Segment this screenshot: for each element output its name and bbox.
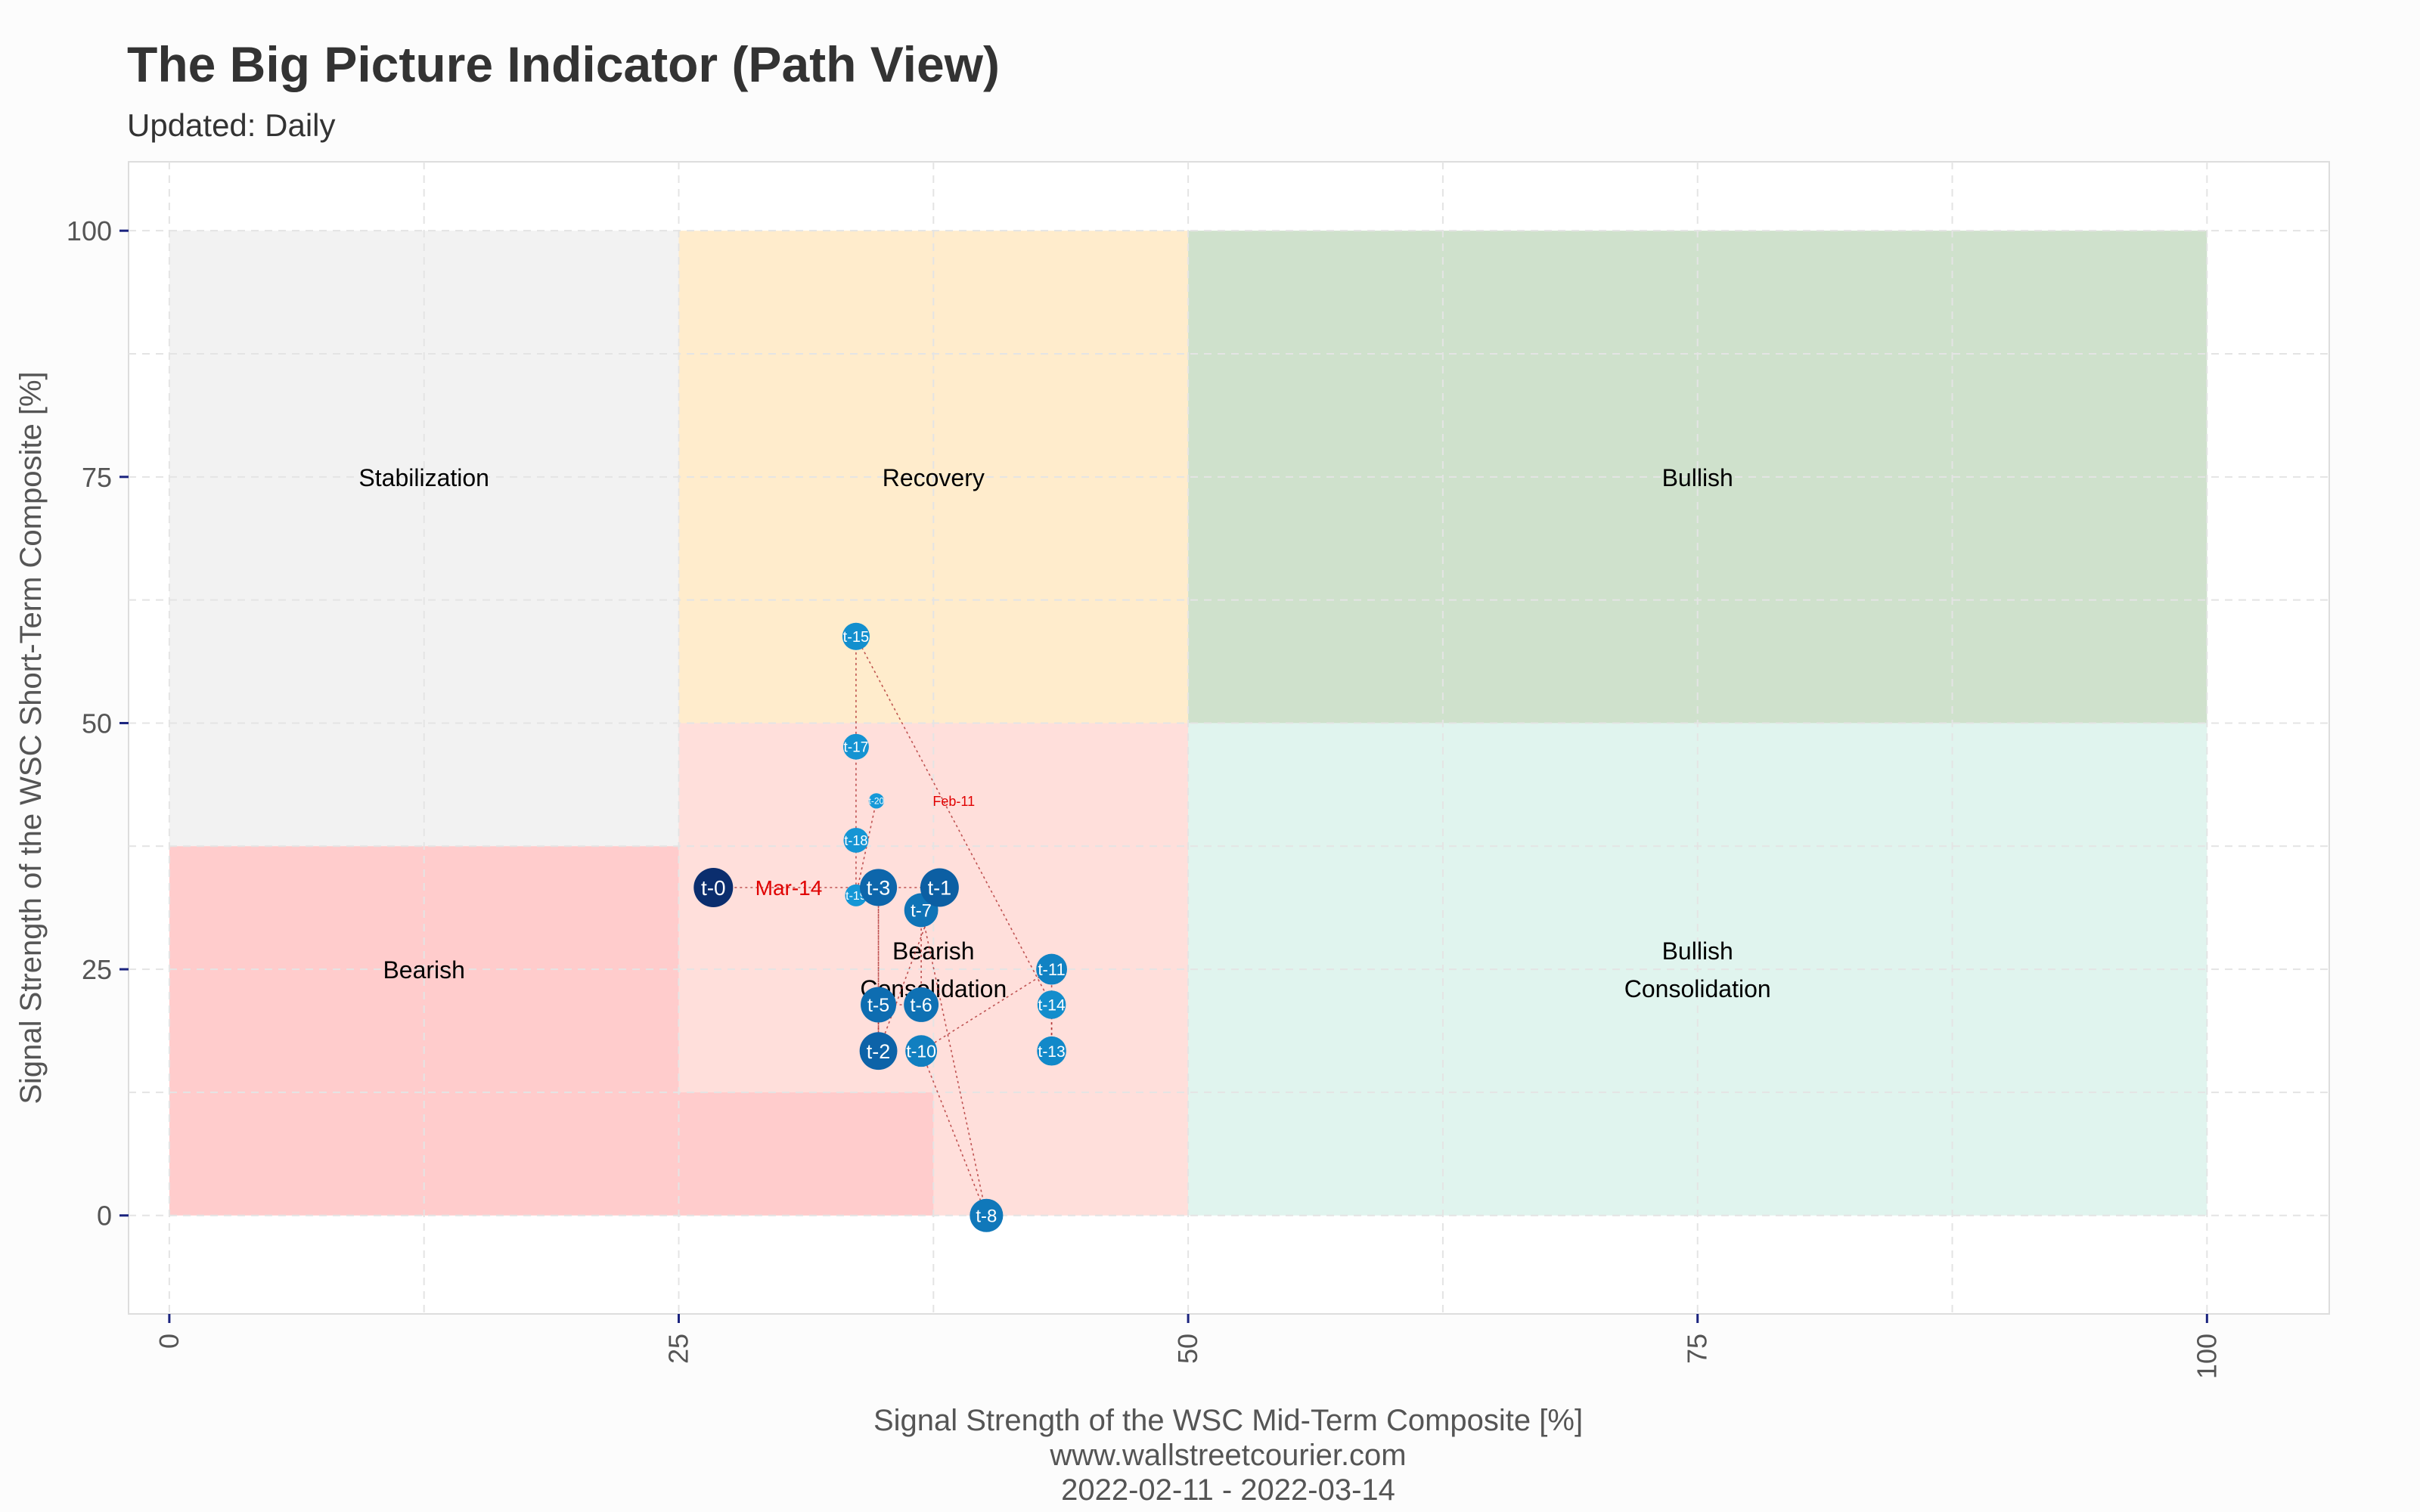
point-label-t-0: t-0 xyxy=(701,876,726,900)
region-label-5-0: Bearish xyxy=(383,956,465,984)
caption-date-range: 2022-02-11 - 2022-03-14 xyxy=(1061,1473,1395,1507)
points: t-20t-19t-18t-17t-16t-15t-14t-13t-12t-11… xyxy=(693,622,1068,1232)
point-t-8 xyxy=(970,1198,1004,1232)
point-t-3 xyxy=(859,869,898,906)
point-label-t-20: t-20 xyxy=(869,796,885,807)
y-tick-label-4: 100 xyxy=(67,215,112,246)
point-t-0 xyxy=(693,867,734,907)
region-label-4-1: Consolidation xyxy=(1624,975,1771,1002)
chart-title: The Big Picture Indicator (Path View) xyxy=(127,36,1000,92)
region-label-3-0: Bearish xyxy=(892,937,975,965)
point-label-t-11: t-11 xyxy=(1038,960,1065,979)
chart-subtitle: Updated: Daily xyxy=(127,107,335,143)
caption-website: www.wallstreetcourier.com xyxy=(1049,1439,1406,1472)
point-t-20 xyxy=(868,793,885,809)
region-5 xyxy=(169,846,679,1216)
point-label-t-10: t-10 xyxy=(906,1041,936,1061)
x-tick-label-3: 75 xyxy=(1682,1334,1713,1364)
y-tick-label-0: 0 xyxy=(97,1201,112,1232)
region-label-0-0: Stabilization xyxy=(358,464,489,491)
x-tick-label-1: 25 xyxy=(663,1334,694,1364)
annotation-0: Mar-14 xyxy=(755,876,823,900)
point-t-2 xyxy=(859,1032,898,1070)
point-label-t-18: t-18 xyxy=(844,833,867,848)
point-label-t-6: t-6 xyxy=(911,995,932,1016)
x-axis-title: Signal Strength of the WSC Mid-Term Comp… xyxy=(873,1404,1583,1437)
annotations: Mar-14 Feb-11 xyxy=(755,794,975,900)
y-tick-label-2: 50 xyxy=(82,708,112,739)
y-axis-title: Signal Strength of the WSC Short-Term Co… xyxy=(14,371,48,1104)
path-segment-7 xyxy=(920,909,988,1216)
point-t-10 xyxy=(905,1035,938,1067)
path-segment-10 xyxy=(920,968,1053,1052)
annotation-1: Feb-11 xyxy=(932,794,975,809)
point-t-15 xyxy=(842,622,870,650)
x-tick-label-0: 0 xyxy=(154,1334,185,1349)
path-segment-19 xyxy=(855,801,877,896)
axis-ticks: 0 25 50 75 100 0 25 50 75 100 xyxy=(67,215,2222,1379)
point-t-17 xyxy=(842,733,869,760)
point-label-t-1: t-1 xyxy=(928,877,952,900)
point-t-1 xyxy=(920,868,959,907)
point-label-t-7: t-7 xyxy=(911,901,932,922)
point-label-t-14: t-14 xyxy=(1038,997,1066,1015)
region-6 xyxy=(678,1092,934,1216)
x-tick-label-4: 100 xyxy=(2191,1334,2222,1379)
point-t-18 xyxy=(843,828,869,853)
point-t-6 xyxy=(904,987,939,1022)
x-tick-label-2: 50 xyxy=(1172,1334,1203,1364)
region-label-2-0: Bullish xyxy=(1662,464,1733,491)
region-0 xyxy=(169,231,679,847)
grid xyxy=(129,162,2329,1314)
point-label-t-5: t-5 xyxy=(867,995,889,1016)
y-tick-label-1: 25 xyxy=(82,954,112,985)
point-label-t-8: t-8 xyxy=(976,1206,997,1226)
point-t-5 xyxy=(861,987,897,1023)
point-t-14 xyxy=(1037,990,1066,1019)
point-t-11 xyxy=(1036,953,1068,985)
region-label-1-0: Recovery xyxy=(883,464,985,491)
y-tick-label-3: 75 xyxy=(82,462,112,493)
region-label-4-0: Bullish xyxy=(1662,937,1733,965)
point-label-t-15: t-15 xyxy=(843,629,869,646)
point-t-13 xyxy=(1037,1036,1066,1066)
path-segment-14 xyxy=(855,636,1053,1005)
point-label-t-3: t-3 xyxy=(867,877,891,900)
point-label-t-13: t-13 xyxy=(1038,1043,1065,1061)
point-label-t-17: t-17 xyxy=(844,740,869,756)
point-label-t-2: t-2 xyxy=(867,1040,891,1063)
